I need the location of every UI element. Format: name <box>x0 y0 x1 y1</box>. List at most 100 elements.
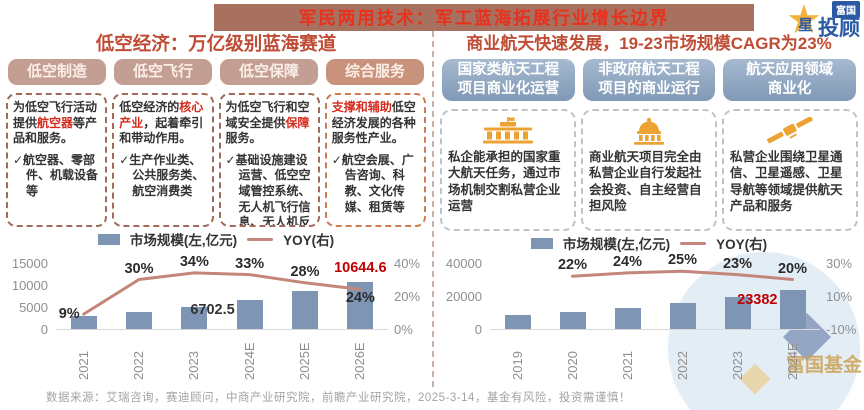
category-pill: 低空飞行 <box>114 59 212 85</box>
yoy-data-label: 33% <box>235 255 265 272</box>
pill-line: 项目的商业运行 <box>598 81 700 97</box>
highlighted-text: 核心产业 <box>119 100 204 130</box>
market-size-bar <box>724 296 751 329</box>
highlighted-text: 航空器 <box>37 115 74 130</box>
title-bar: 军民两用技术：军工蓝海拓展行业增长边界 <box>214 4 754 31</box>
brand-name: 投顾 <box>818 17 860 40</box>
y-axis-tick-label: 10000 <box>11 278 48 293</box>
bar-legend-swatch <box>97 233 120 245</box>
pill-line: 国家类航天工程 <box>457 62 560 78</box>
capitol-dome-icon <box>589 115 709 149</box>
plot-area: 22% 24% 25% 23% 20% 23382 2019 2020 2021 2022 2023… <box>490 252 820 380</box>
paragraph-text: 低空经济的 <box>119 100 180 114</box>
x-axis-tick-label: 2022 <box>674 351 690 380</box>
info-box: 商业航天项目完全由私营企业自行发起社会投资、自主经营自担风险 <box>581 109 717 231</box>
yoy-data-label: 20% <box>777 260 808 277</box>
right-category-pills: 国家类航天工程 项目商业化运营 非政府航天工程 项目的商业运行 航天应用领域 商业化 <box>434 57 864 103</box>
yoy-data-label: 9% <box>58 306 80 323</box>
yoy-line <box>82 271 362 316</box>
line-legend-label: YOY(右) <box>283 233 335 248</box>
y-axis-tick-label: 0 <box>40 322 48 337</box>
bar-value-annotation: 6702.5 <box>190 301 235 318</box>
right-info-boxes: 私企能承担的国家重大航天任务，通过市场机制交割私营企业运营 商业航天项目完全由私营… <box>434 103 864 231</box>
yoy-data-label: 34% <box>179 253 209 270</box>
bar-legend-label: 市场规模(左,亿元) <box>562 237 671 252</box>
pill-line: 项目商业化运营 <box>457 81 560 97</box>
category-pill: 非政府航天工程 项目的商业运行 <box>582 59 716 101</box>
yoy-line <box>571 269 794 281</box>
low-altitude-market-chart: 15000 10000 5000 0 9% 30% 34% 33% 28% 24% 6702.5 1… <box>0 254 432 380</box>
bar-value-annotation: 23382 <box>737 292 778 309</box>
brand-logo: ★ 星 富国 投顾 <box>786 0 860 43</box>
box-paragraph: 为低空飞行和空域安全提供保障服务。 <box>226 100 313 147</box>
market-size-bar <box>779 290 806 329</box>
aerospace-market-chart: 40000 20000 0 22% 24% 25% 23% 20% 23382 2019 2020… <box>434 252 864 380</box>
logo-text: 富国 投顾 <box>818 1 860 39</box>
box-paragraph: 为低空飞行活动提供航空器等产品和服务。 <box>13 100 100 147</box>
paragraph-text: 低空经济发展的各种服务性产业。 <box>331 100 416 146</box>
paragraph-text: 服务。 <box>225 131 262 146</box>
category-pill: 低空保障 <box>220 59 318 85</box>
yoy-data-label: 23% <box>722 255 753 272</box>
y-axis-tick-label: 20000 <box>445 289 482 304</box>
secondary-axis-tick-label: 20% <box>394 289 421 304</box>
pill-line: 商业化 <box>767 81 812 97</box>
right-section-title: 商业航天快速发展，19-23市场规模CAGR为23% <box>466 34 832 53</box>
y-axis-tick-label: 0 <box>474 322 482 337</box>
market-size-bar <box>559 312 586 329</box>
yoy-data-label: 24% <box>612 253 643 270</box>
x-axis-tick-label: 2019 <box>509 351 525 380</box>
market-size-bar <box>504 315 531 329</box>
paragraph-text: 为低空飞行活动提供 <box>13 100 98 130</box>
left-info-boxes: 为低空飞行活动提供航空器等产品和服务。 ✓航空器、零部件、机载设备等 低空经济的核心… <box>0 87 432 227</box>
category-pill: 综合服务 <box>326 59 424 85</box>
yoy-data-label: 30% <box>124 260 154 277</box>
box-list-items: ✓基础设施建设运营、低空空域管控系统、无人机飞行信息、无人机反制系统 <box>225 152 311 227</box>
left-axis-ticks: 15000 10000 5000 0 <box>2 256 52 337</box>
x-axis-tick-label: 2026E <box>352 342 368 380</box>
category-pill: 航天应用领域 商业化 <box>723 59 857 101</box>
x-axis-tick-label: 2021 <box>75 351 91 380</box>
right-axis-ticks: 40% 20% 0% <box>390 256 432 337</box>
yoy-data-label: 24% <box>345 290 375 307</box>
y-axis-tick-label: 15000 <box>11 256 48 271</box>
paragraph-text: 为低空飞行和空域安全提供 <box>225 100 310 130</box>
box-paragraph: 商业航天项目完全由私营企业自行发起社会投资、自主经营自担风险 <box>589 150 702 213</box>
x-axis-tick-label: 2023 <box>186 351 202 380</box>
category-pill: 国家类航天工程 项目商业化运营 <box>442 59 575 101</box>
box-paragraph: 私企能承担的国家重大航天任务，通过市场机制交割私营企业运营 <box>448 150 561 213</box>
market-size-bar <box>236 299 263 329</box>
yoy-data-label: 22% <box>557 257 588 274</box>
market-size-bar <box>70 316 97 329</box>
yoy-data-label: 28% <box>290 263 320 280</box>
government-building-icon <box>448 115 568 149</box>
market-size-bar <box>292 291 318 329</box>
paragraph-text: 等产品和服务。 <box>13 115 98 146</box>
category-pill: 低空制造 <box>8 59 106 85</box>
data-source-disclaimer: 数据来源：艾瑞咨询，赛迪顾问，中商产业研究院，前瞻产业研究院，2025-3-14… <box>46 392 631 404</box>
market-size-bar <box>614 308 641 329</box>
line-legend-swatch <box>680 241 707 245</box>
secondary-axis-tick-label: 0% <box>394 322 413 337</box>
yoy-data-label: 25% <box>667 252 698 269</box>
secondary-axis-tick-label: -10% <box>826 322 857 337</box>
x-axis-tick-label: 2022 <box>131 351 146 380</box>
bar-value-annotation: 10644.6 <box>334 260 387 277</box>
left-axis-ticks: 40000 20000 0 <box>436 256 486 337</box>
right-axis-ticks: 30% 10% -10% <box>822 256 864 337</box>
paragraph-text: ，起着牵引和带动作用。 <box>119 115 204 146</box>
line-legend-swatch <box>247 237 274 241</box>
pill-line: 航天应用领域 <box>746 62 834 78</box>
x-axis-tick-label: 2024E <box>784 342 800 380</box>
market-size-bar <box>126 312 152 329</box>
secondary-axis-tick-label: 30% <box>826 256 853 271</box>
left-category-pills: 低空制造 低空飞行 低空保障 综合服务 <box>0 57 432 87</box>
plot-area: 9% 30% 34% 33% 28% 24% 6702.5 10644.6 2021 2022 20… <box>56 254 388 380</box>
market-size-bar <box>669 302 696 329</box>
brand-tag: 富国 <box>832 1 860 18</box>
left-section-title: 低空经济：万亿级别蓝海赛道 <box>95 33 337 54</box>
info-box: 私企能承担的国家重大航天任务，通过市场机制交割私营企业运营 <box>440 109 576 231</box>
y-axis-tick-label: 40000 <box>445 256 482 271</box>
pill-line: 非政府航天工程 <box>598 62 700 78</box>
